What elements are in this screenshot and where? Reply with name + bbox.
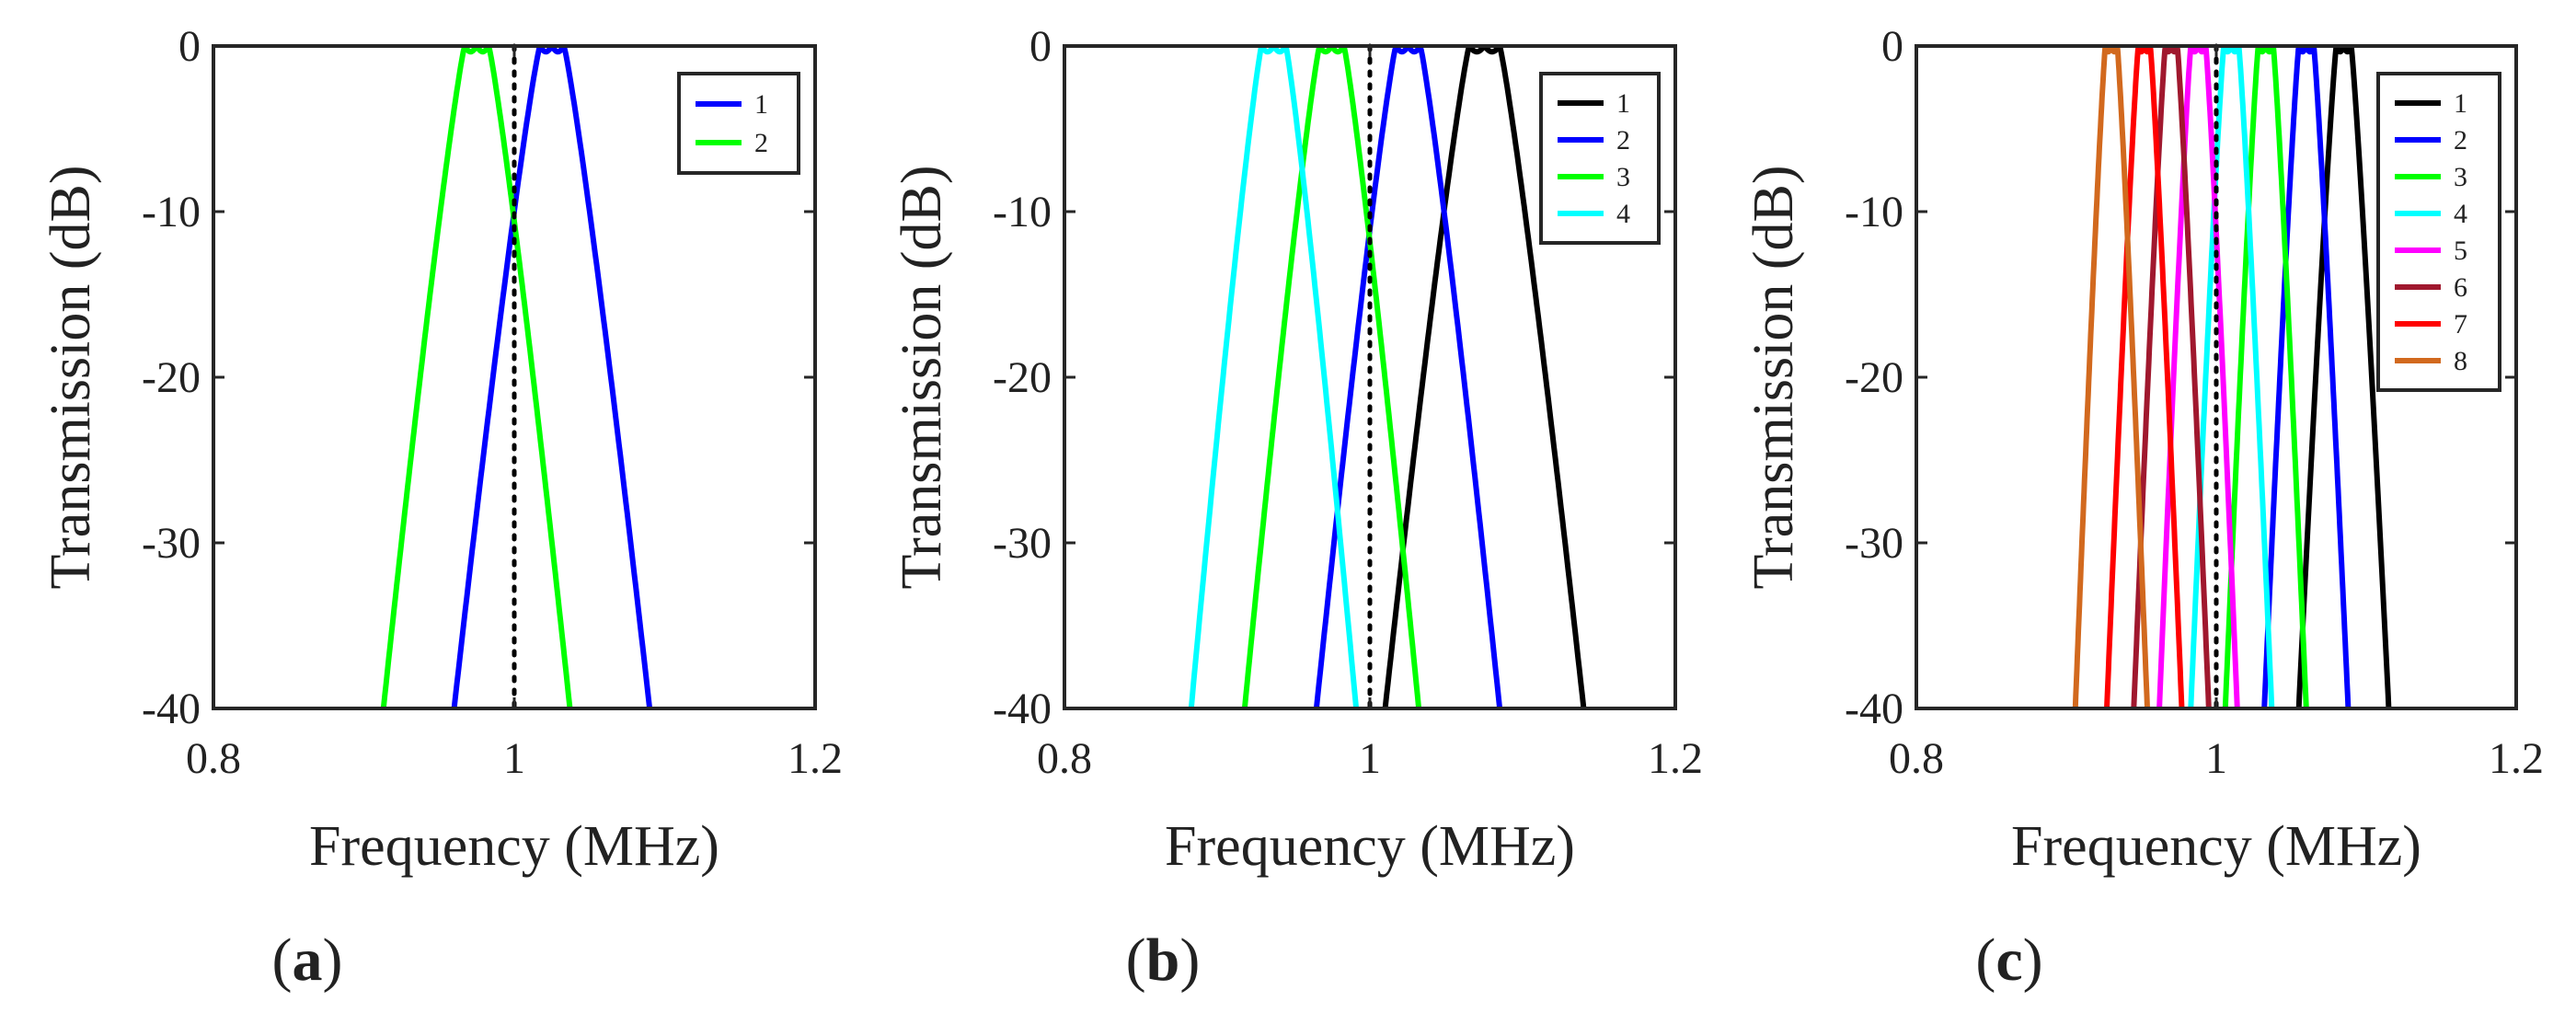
legend: 12 xyxy=(677,72,800,175)
x-axis-title: Frequency (MHz) xyxy=(1165,815,1575,878)
x-tick-label: 1 xyxy=(2205,734,2227,783)
legend-box xyxy=(2376,72,2501,392)
x-tick-label: 1.2 xyxy=(2489,734,2544,783)
legend-label-5: 5 xyxy=(2454,236,2467,266)
chart-panel-2: 0 -10 -20 -30 -400.8 1 1.2 Frequency (MHz) Trans… xyxy=(891,22,1703,994)
series-line-2 xyxy=(380,46,573,708)
series-line-3 xyxy=(2222,46,2309,708)
legend: 1 2 3 4 xyxy=(1539,72,1661,245)
series-group xyxy=(2072,46,2392,708)
series-line-8 xyxy=(2072,46,2150,708)
legend-label-1: 1 xyxy=(1616,88,1630,119)
legend-label-7: 7 xyxy=(2454,309,2467,340)
series-line-7 xyxy=(2104,46,2185,708)
legend-box xyxy=(1539,72,1661,245)
y-tick-label: 0 xyxy=(178,22,201,71)
x-axis-title: Frequency (MHz) xyxy=(2011,815,2421,878)
series-line-4 xyxy=(1188,46,1360,708)
y-tick-label: 0 xyxy=(1881,22,1903,71)
legend-box xyxy=(677,72,800,175)
series-line-1 xyxy=(1382,46,1587,708)
legend-label-4: 4 xyxy=(2454,199,2467,229)
series-group xyxy=(1188,46,1587,708)
x-tick-label: 1 xyxy=(503,734,525,783)
legend-label-8: 8 xyxy=(2454,346,2467,376)
y-tick-label: -40 xyxy=(1845,685,1903,733)
legend: 1 2 3 4 5 6 7 8 xyxy=(2376,72,2501,392)
y-tick-label: -10 xyxy=(142,188,201,236)
y-tick-label: -40 xyxy=(142,685,201,733)
series-line-1 xyxy=(2295,46,2392,708)
series-line-3 xyxy=(1241,46,1422,708)
x-tick-label: 0.8 xyxy=(186,734,241,783)
y-axis-title: Transmission (dB) xyxy=(891,165,953,589)
y-axis-title: Transmission (dB) xyxy=(1742,165,1805,589)
x-tick-label: 1.2 xyxy=(788,734,843,783)
legend-label-2: 2 xyxy=(2454,125,2467,155)
x-tick-label: 0.8 xyxy=(1889,734,1944,783)
y-tick-label: -30 xyxy=(993,519,1052,568)
panel-label: (a) xyxy=(272,927,343,994)
series-line-6 xyxy=(2131,46,2212,708)
y-tick-label: -10 xyxy=(993,188,1052,236)
series-line-5 xyxy=(2156,46,2240,708)
y-tick-label: -30 xyxy=(142,519,201,568)
legend-label-4: 4 xyxy=(1616,199,1630,229)
legend-label-2: 2 xyxy=(1616,125,1630,155)
x-axis-title: Frequency (MHz) xyxy=(309,815,719,878)
legend-label-3: 3 xyxy=(2454,162,2467,192)
chart-panel-1: 0 -10 -20 -30 -400.8 1 1.2 Frequency (MHz) Trans… xyxy=(40,22,843,994)
legend-label-2: 2 xyxy=(754,128,768,158)
y-tick-label: -20 xyxy=(993,353,1052,402)
x-tick-label: 0.8 xyxy=(1037,734,1092,783)
y-tick-label: -30 xyxy=(1845,519,1903,568)
y-axis-title: Transmission (dB) xyxy=(40,165,102,589)
y-tick-label: 0 xyxy=(1029,22,1052,71)
legend-label-6: 6 xyxy=(2454,272,2467,303)
y-tick-label: -40 xyxy=(993,685,1052,733)
panel-label: (b) xyxy=(1126,927,1201,994)
legend-label-1: 1 xyxy=(754,89,768,120)
panel-label: (c) xyxy=(1975,927,2042,994)
series-line-1 xyxy=(451,46,653,708)
chart-panel-3: 0 -10 -20 -30 -400.8 1 1.2 Frequency (MHz) Trans… xyxy=(1742,22,2544,994)
y-tick-label: -20 xyxy=(1845,353,1903,402)
series-line-2 xyxy=(2261,46,2352,708)
x-tick-label: 1 xyxy=(1359,734,1381,783)
series-line-4 xyxy=(2188,46,2275,708)
y-tick-label: -10 xyxy=(1845,188,1903,236)
x-tick-label: 1.2 xyxy=(1648,734,1703,783)
series-group xyxy=(380,46,653,708)
y-tick-label: -20 xyxy=(142,353,201,402)
legend-label-3: 3 xyxy=(1616,162,1630,192)
series-line-2 xyxy=(1313,46,1503,708)
legend-label-1: 1 xyxy=(2454,88,2467,119)
